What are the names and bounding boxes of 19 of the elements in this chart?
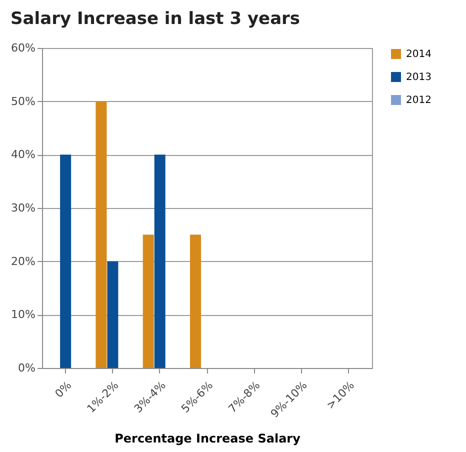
bar: [96, 101, 107, 368]
legend-label: 2012: [406, 95, 432, 106]
y-tick-label: 40%: [11, 148, 36, 162]
x-axis-title: Percentage Increase Salary: [114, 432, 301, 446]
legend-label: 2013: [406, 72, 432, 83]
chart-title: Salary Increase in last 3 years: [10, 9, 300, 29]
y-tick-label: 50%: [11, 94, 36, 108]
bar: [142, 234, 154, 368]
x-tick-label: 0%: [52, 378, 74, 400]
legend-label: 2014: [406, 49, 432, 60]
bar: [154, 154, 166, 368]
bar: [190, 234, 201, 368]
y-tick-label: 60%: [11, 42, 36, 54]
y-tick-label: 30%: [11, 202, 36, 214]
y-tick-label: 10%: [11, 308, 36, 322]
bar: [60, 154, 72, 368]
y-tick-label: 20%: [11, 254, 36, 268]
bar: [107, 261, 118, 368]
y-tick-label: 0%: [18, 362, 36, 374]
